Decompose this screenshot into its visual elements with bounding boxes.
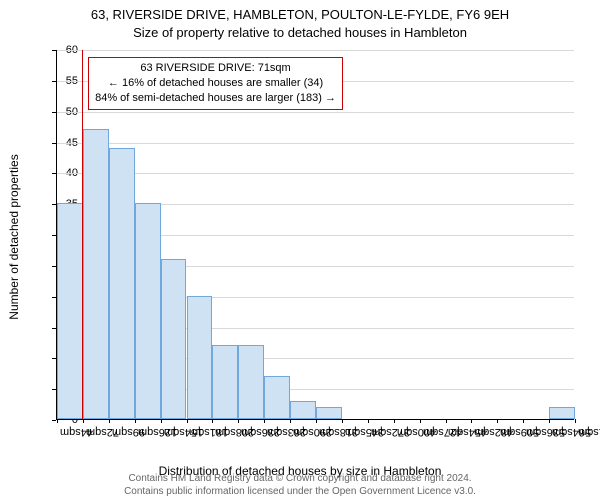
footer-line-1: Contains HM Land Registry data © Crown c…: [0, 473, 600, 486]
annotation-box: 63 RIVERSIDE DRIVE: 71sqm← 16% of detach…: [88, 57, 343, 110]
annotation-line: 84% of semi-detached houses are larger (…: [95, 91, 336, 106]
x-tick-mark: [549, 419, 550, 423]
x-tick-mark: [394, 419, 395, 423]
histogram-bar: [212, 345, 238, 419]
gridline-h: [57, 112, 574, 113]
histogram-bar: [187, 296, 213, 419]
x-tick-mark: [135, 419, 136, 423]
histogram-bar: [290, 401, 316, 420]
x-tick-mark: [212, 419, 213, 423]
x-tick-mark: [316, 419, 317, 423]
x-tick-mark: [109, 419, 110, 423]
x-tick-mark: [497, 419, 498, 423]
x-tick-mark: [161, 419, 162, 423]
histogram-bar: [109, 148, 135, 419]
chart-title: 63, RIVERSIDE DRIVE, HAMBLETON, POULTON-…: [0, 0, 600, 41]
x-tick-mark: [446, 419, 447, 423]
property-marker-line: [82, 50, 83, 419]
histogram-bar: [83, 129, 109, 419]
footer-attribution: Contains HM Land Registry data © Crown c…: [0, 473, 600, 498]
x-tick-mark: [57, 419, 58, 423]
title-line-2: Size of property relative to detached ho…: [0, 24, 600, 42]
annotation-line: ← 16% of detached houses are smaller (34…: [95, 76, 336, 91]
x-tick-mark: [238, 419, 239, 423]
x-tick-mark: [471, 419, 472, 423]
footer-line-2: Contains public information licensed und…: [0, 486, 600, 499]
x-tick-mark: [342, 419, 343, 423]
gridline-h: [57, 143, 574, 144]
x-tick-mark: [575, 419, 576, 423]
histogram-bar: [264, 376, 290, 419]
gridline-h: [57, 50, 574, 51]
histogram-bar: [57, 203, 83, 419]
x-tick-mark: [420, 419, 421, 423]
x-tick-mark: [83, 419, 84, 423]
histogram-bar: [316, 407, 342, 419]
histogram-bar: [135, 203, 161, 419]
x-tick-mark: [187, 419, 188, 423]
x-tick-mark: [368, 419, 369, 423]
histogram-bar: [238, 345, 264, 419]
histogram-bar: [161, 259, 187, 419]
y-axis-title: Number of detached properties: [7, 154, 21, 319]
title-line-1: 63, RIVERSIDE DRIVE, HAMBLETON, POULTON-…: [0, 6, 600, 24]
histogram-bar: [549, 407, 575, 419]
annotation-line: 63 RIVERSIDE DRIVE: 71sqm: [95, 61, 336, 76]
chart-plot-area: 63 RIVERSIDE DRIVE: 71sqm← 16% of detach…: [56, 50, 574, 420]
x-tick-mark: [290, 419, 291, 423]
x-tick-mark: [523, 419, 524, 423]
x-tick-mark: [264, 419, 265, 423]
